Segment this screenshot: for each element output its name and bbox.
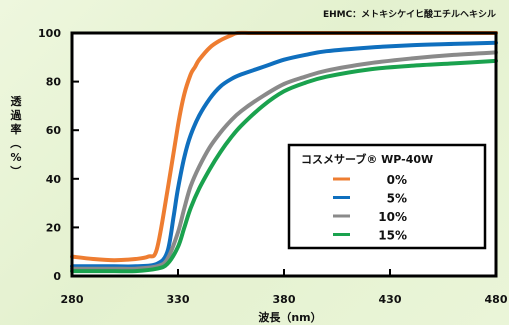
y-axis-label-char-2: 率: [11, 122, 22, 136]
x-axis-label: 波長（nm）: [258, 310, 321, 324]
legend-label-1: 5%: [387, 192, 407, 206]
legend-box: [287, 143, 487, 250]
series-line-3: [70, 58, 498, 274]
y-tick-label-0: 0: [53, 270, 61, 283]
y-tick-label-1: 20: [46, 221, 62, 234]
y-axis-label-char-5: ）: [9, 166, 22, 177]
legend-label-0: 0%: [387, 173, 407, 187]
series-line-2: [70, 50, 498, 271]
legend: コスメサーブ® WP-40W 0% 5% 10% 15%: [287, 143, 487, 250]
legend-label-2: 10%: [378, 210, 407, 224]
y-axis-label-char-4: %: [10, 151, 21, 164]
y-axis-label-char-1: 過: [10, 108, 23, 122]
legend-title: コスメサーブ® WP-40W: [301, 152, 433, 166]
tick-labels: 280 330 380 430 480 0 20 40 60 80 100: [38, 27, 508, 306]
legend-items: 0% 5% 10% 15%: [333, 173, 407, 243]
y-axis-label-char-0: 透: [11, 95, 23, 108]
x-tick-label-3: 430: [379, 293, 402, 306]
ehmc-note: EHMC：メトキシケイヒ酸エチルヘキシル: [323, 8, 496, 20]
x-tick-label-4: 480: [485, 293, 508, 306]
legend-label-3: 15%: [378, 229, 407, 243]
y-axis-label: 透過率 （% ）: [9, 95, 23, 177]
y-tick-label-2: 40: [46, 173, 62, 186]
y-tick-label-4: 80: [46, 76, 62, 89]
x-tick-label-2: 380: [273, 293, 296, 306]
x-tick-label-1: 330: [167, 293, 190, 306]
x-tick-label-0: 280: [61, 293, 84, 306]
y-axis-label-char-3: （: [9, 138, 22, 149]
y-tick-label-3: 60: [46, 124, 62, 137]
y-tick-label-5: 100: [38, 27, 61, 40]
